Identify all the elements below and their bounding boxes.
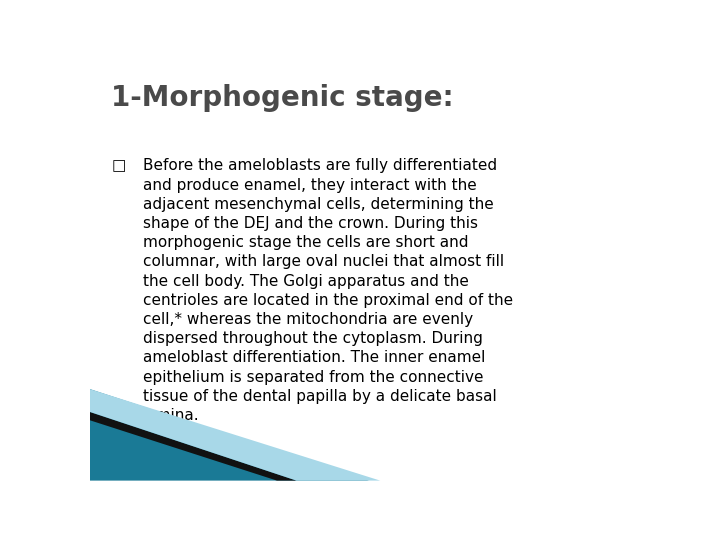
- Text: □: □: [111, 158, 125, 173]
- Text: Before the ameloblasts are fully differentiated
and produce enamel, they interac: Before the ameloblasts are fully differe…: [143, 158, 513, 423]
- Text: 1-Morphogenic stage:: 1-Morphogenic stage:: [111, 84, 454, 112]
- Polygon shape: [90, 389, 369, 481]
- Polygon shape: [90, 412, 297, 481]
- Polygon shape: [90, 389, 380, 481]
